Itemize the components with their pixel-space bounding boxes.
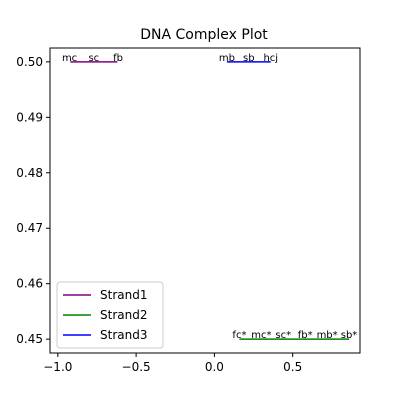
domain-label: hcj [263,53,278,64]
legend-entry: Strand2 [100,308,147,322]
domain-label: fc* [232,330,246,341]
legend: Strand1 Strand2 Strand3 [56,281,164,349]
domain-label: mc* [251,330,271,341]
plot-area: mc sc fb fc* mc* sc* fb* mb* sb* mb sb hcj [62,53,357,341]
x-tick-label: −0.5 [122,360,151,374]
domain-label: sb* [341,330,358,341]
domain-label: mb* [317,330,338,341]
y-tick-label: 0.46 [16,277,43,291]
y-tick-label: 0.47 [16,221,43,235]
domain-label: fb* [298,330,313,341]
axes-frame [49,47,361,354]
y-tick-label: 0.50 [16,55,43,69]
domain-label: sc* [275,330,291,341]
x-axis: −1.0 −0.5 0.0 0.5 [43,353,302,374]
domain-label: sb [243,53,255,64]
y-tick-label: 0.49 [16,110,43,124]
legend-entry: Strand3 [100,328,147,342]
domain-label: fb [113,53,123,64]
x-tick-label: −1.0 [43,360,72,374]
legend-box [56,281,164,349]
domain-label: sc [88,53,99,64]
x-tick-label: 0.5 [283,360,302,374]
y-tick-label: 0.48 [16,166,43,180]
y-tick-label: 0.45 [16,332,43,346]
legend-entry: Strand1 [100,288,147,302]
chart-title: DNA Complex Plot [140,27,268,43]
x-tick-label: 0.0 [205,360,224,374]
y-axis: 0.45 0.46 0.47 0.48 0.49 0.50 [16,55,50,346]
domain-label: mc [62,53,77,64]
domain-label: mb [219,53,235,64]
